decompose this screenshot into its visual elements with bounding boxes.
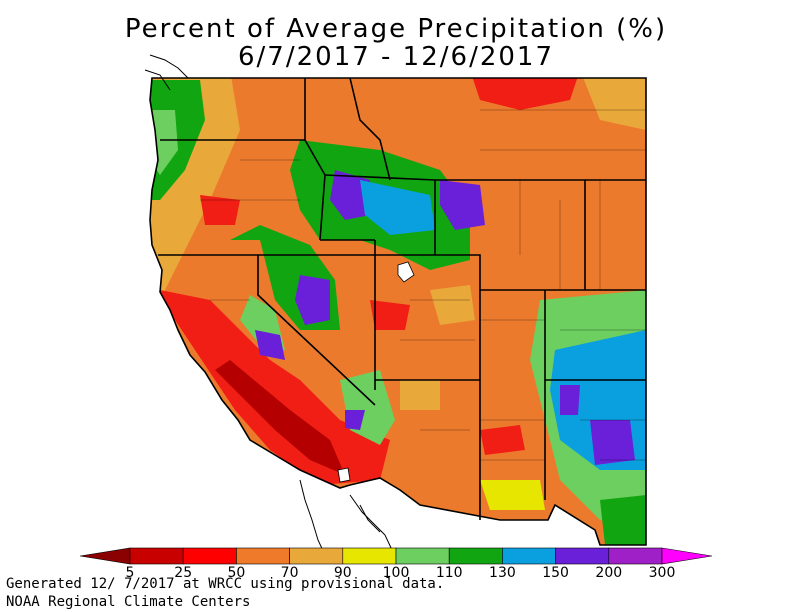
legend-swatch [236, 547, 290, 565]
precipitation-map [144, 54, 647, 556]
legend-tick-label: 130 [489, 565, 516, 581]
bc-coastline [144, 54, 189, 91]
map-title: Percent of Average Precipitation (%) [124, 14, 668, 44]
legend-swatch [502, 547, 556, 565]
legend-swatch [79, 547, 131, 565]
legend-swatch [608, 547, 663, 565]
legend-swatch [395, 547, 450, 565]
legend-swatch [289, 547, 344, 565]
source-note: NOAA Regional Climate Centers [6, 594, 251, 610]
legend-tick-label: 100 [383, 565, 410, 581]
legend-tick-label: 70 [281, 565, 299, 581]
legend-swatch [342, 547, 397, 565]
salton-sea [337, 467, 351, 483]
legend-tick-label: 300 [649, 565, 676, 581]
mexico-coastline [299, 479, 393, 556]
legend-swatch [555, 547, 610, 565]
legend-tick-label: 150 [542, 565, 569, 581]
legend-tick-label: 90 [334, 565, 352, 581]
precipitation-field [150, 78, 646, 545]
legend-swatch [182, 547, 237, 565]
generated-note: Generated 12/ 7/2017 at WRCC using provi… [6, 576, 445, 592]
legend-swatch [129, 547, 184, 565]
county-boundaries [200, 109, 646, 461]
legend-tick-label: 200 [595, 565, 622, 581]
great-salt-lake [397, 261, 415, 283]
map-date-range: 6/7/2017 - 12/6/2017 [238, 42, 554, 72]
legend-tick-label: 110 [436, 565, 463, 581]
legend-swatch [661, 547, 713, 565]
legend-swatch [448, 547, 503, 565]
legend-tick-label: 50 [227, 565, 245, 581]
legend-tick-label: 5 [126, 565, 135, 581]
legend-tick-label: 25 [174, 565, 192, 581]
